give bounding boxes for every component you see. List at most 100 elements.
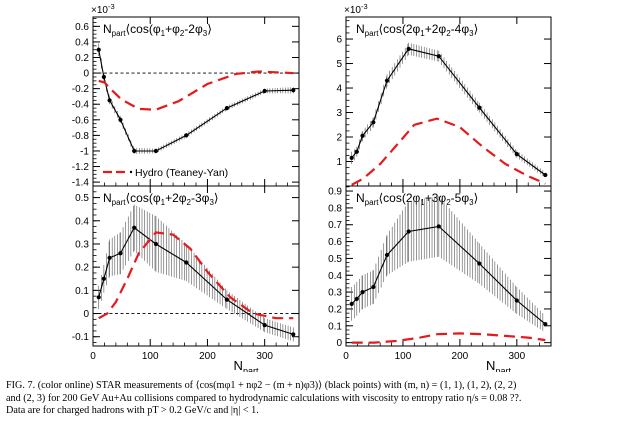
data-point (543, 322, 548, 327)
panel-1: 0.6 0.4 0.2 0 -0.2 -0.4 -0.6 -0.8 -1 -1.2 -1.4 ×10-… (72, 2, 300, 189)
axis-multiplier: ×10-3 (344, 2, 368, 16)
data-point (384, 78, 390, 83)
y-tick-label: 0.1 (75, 286, 89, 297)
y-tick-label: 0.3 (328, 288, 342, 299)
y-tick-label: -0.6 (72, 115, 90, 126)
x-axis-title-1: Npart (234, 358, 259, 372)
x-tick-label: 0 (90, 351, 96, 362)
caption-line-2: and (2, 3) for 200 GeV Au+Au collisions … (6, 392, 522, 404)
data-point (132, 148, 137, 154)
y-tick-label: 1 (336, 157, 342, 168)
y-tick-label: 5 (336, 59, 342, 70)
panel-2: 6 5 4 3 2 1 ×10-3 Npart⟨cos(2φ1+2φ2-4φ3⟩ (336, 2, 552, 187)
y-tick-label: 0.8 (328, 203, 342, 214)
data-point (262, 323, 267, 328)
data-point (349, 301, 354, 306)
y-tick-label: 2 (336, 133, 342, 144)
data-point (101, 276, 106, 281)
data-point (153, 241, 159, 247)
data-point (184, 260, 189, 265)
data-point (514, 152, 519, 157)
data-point (107, 98, 112, 103)
data-point (96, 295, 101, 300)
y-tick-label: 0.4 (328, 271, 342, 282)
y-tick-label: -1 (80, 146, 89, 157)
data-point (118, 251, 123, 256)
x-tick-label: 200 (199, 351, 216, 362)
data-point (349, 155, 354, 160)
plot-frame (345, 16, 552, 187)
panel-4: 0.9 0.8 0.7 0.6 0.5 0.4 0.3 0.2 0.1 00 100 200 300 Np… (328, 185, 552, 362)
y-tick-label: 0.7 (328, 220, 342, 231)
data-point (96, 47, 101, 52)
y-tick-label: 0 (83, 69, 89, 80)
panel-title: Npart⟨cos(2φ1+2φ2-4φ3⟩ (356, 22, 478, 38)
x-tick-label: 100 (142, 351, 159, 362)
y-tick-label: 0.2 (328, 304, 342, 315)
y-tick-label: 0.2 (75, 263, 89, 274)
data-point (436, 224, 441, 229)
data-point (514, 298, 519, 303)
panel-title: Npart⟨cos(φ1+2φ2-3φ3⟩ (103, 191, 219, 207)
data-line (98, 49, 294, 152)
plot-frame (92, 185, 300, 347)
plot-frame (92, 16, 300, 187)
panel-3: 0.50.40.30.20.10-0.10 100 200 300Npart⟨cos(… (72, 185, 300, 362)
data-point (118, 117, 123, 122)
x-tick-label: 0 (343, 351, 349, 362)
data-line (351, 225, 546, 325)
data-point (384, 252, 390, 258)
data-line (98, 226, 294, 335)
y-tick-label: 0.4 (75, 37, 89, 48)
data-point (436, 54, 441, 59)
data-line (351, 48, 546, 176)
hydro-curve (351, 332, 546, 344)
axis-multiplier: ×10-3 (91, 2, 115, 16)
data-point (354, 149, 359, 154)
y-tick-label: 0.1 (328, 321, 342, 332)
x-tick-label: 200 (452, 351, 469, 362)
figure-caption: FIG. 7. (color online) STAR measurements… (6, 380, 621, 418)
y-tick-label: -0.1 (72, 332, 90, 343)
y-tick-label: 0.3 (75, 239, 89, 250)
y-tick-label: 0.6 (75, 22, 89, 33)
y-tick-label: -1.2 (72, 162, 90, 173)
y-tick-label: 4 (336, 84, 342, 95)
data-point (153, 148, 159, 154)
data-point (101, 74, 106, 80)
data-point (543, 172, 548, 178)
plot-frame (345, 185, 552, 347)
panel-title: Npart⟨cos(2φ1+3φ2-5φ3⟩ (356, 191, 478, 207)
hydro-curve (98, 70, 294, 111)
data-point (132, 225, 137, 230)
caption-line-1: FIG. 7. (color online) STAR measurements… (6, 380, 517, 391)
figure-chart-grid: 0.6 0.4 0.2 0 -0.2 -0.4 -0.6 -0.8 -1 -1.2 -1.4 ×10-… (72, 2, 552, 372)
data-point (184, 133, 189, 138)
hydro-curve (351, 117, 546, 186)
data-point (371, 284, 376, 290)
y-tick-label: -0.2 (72, 84, 90, 95)
y-tick-label: 0.2 (75, 53, 89, 64)
data-point (360, 290, 365, 295)
y-tick-label: -0.8 (72, 131, 90, 142)
data-point (406, 229, 411, 234)
y-tick-label: 0.5 (75, 193, 89, 204)
data-point (477, 105, 482, 110)
y-tick-label: 0 (336, 338, 342, 349)
y-tick-label: 0.9 (328, 187, 342, 198)
y-tick-label: 3 (336, 108, 342, 119)
legend-marker (129, 170, 133, 174)
legend-label: Hydro (Teaney-Yan) (135, 167, 228, 179)
y-tick-label: 0.6 (328, 237, 342, 248)
panel-title: Npart⟨cos(φ1+φ2-2φ3⟩ (103, 22, 212, 38)
data-point (291, 332, 296, 337)
x-tick-label: 300 (256, 351, 273, 362)
y-tick-label: -1.4 (72, 178, 90, 189)
data-point (354, 296, 359, 301)
y-tick-label: 0.4 (75, 216, 89, 227)
data-point (224, 106, 229, 111)
data-point (406, 46, 411, 51)
data-point (224, 297, 229, 302)
x-tick-label: 300 (508, 351, 525, 362)
data-point (371, 120, 376, 125)
